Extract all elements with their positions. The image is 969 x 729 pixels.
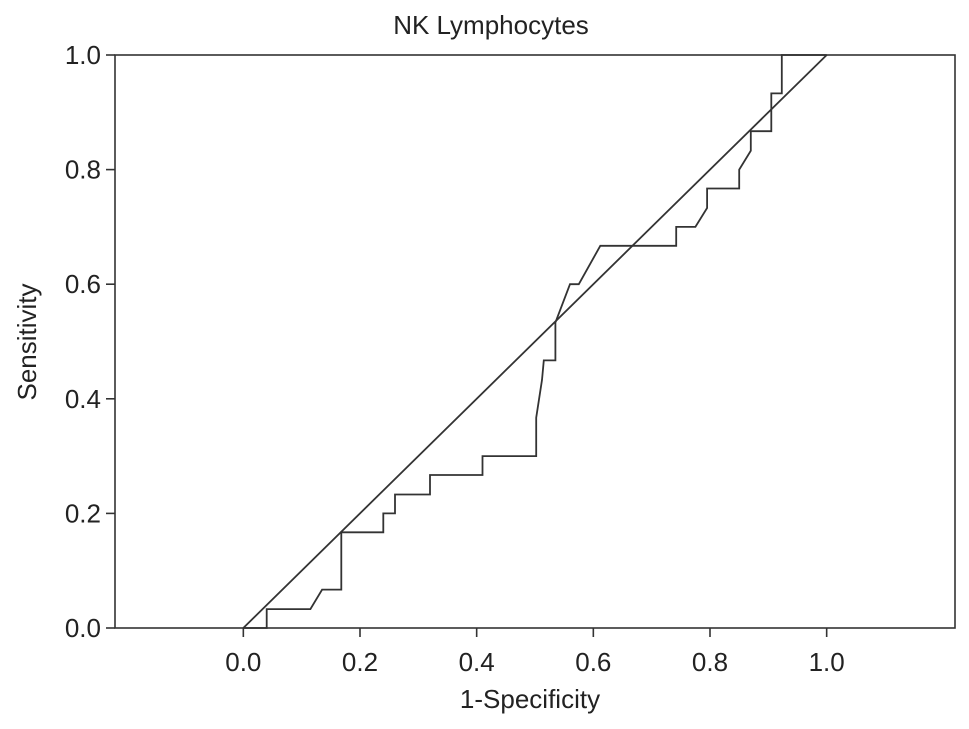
x-tick-label: 0.2 xyxy=(342,647,378,677)
y-tick-label: 0.0 xyxy=(65,613,101,643)
reference-line xyxy=(242,54,828,629)
x-tick-label: 1.0 xyxy=(809,647,845,677)
x-axis-label: 1-Specificity xyxy=(460,684,600,714)
y-tick-label: 0.2 xyxy=(65,498,101,528)
chart-title: NK Lymphocytes xyxy=(393,10,589,40)
roc-curve-line xyxy=(243,54,827,629)
y-tick-label: 1.0 xyxy=(65,40,101,70)
x-tick-label: 0.8 xyxy=(692,647,728,677)
x-tick-label: 0.4 xyxy=(459,647,495,677)
x-tick-label: 0.6 xyxy=(575,647,611,677)
y-axis: 0.0 0.2 0.4 0.6 0.8 1.0 xyxy=(65,40,115,643)
y-tick-label: 0.6 xyxy=(65,269,101,299)
series-layer xyxy=(242,54,828,629)
y-tick-label: 0.8 xyxy=(65,155,101,185)
y-tick-label: 0.4 xyxy=(65,384,101,414)
plot-frame xyxy=(114,54,956,629)
x-axis: 0.0 0.2 0.4 0.6 0.8 1.0 xyxy=(225,628,845,677)
x-tick-label: 0.0 xyxy=(225,647,261,677)
y-axis-label: Sensitivity xyxy=(12,283,42,400)
